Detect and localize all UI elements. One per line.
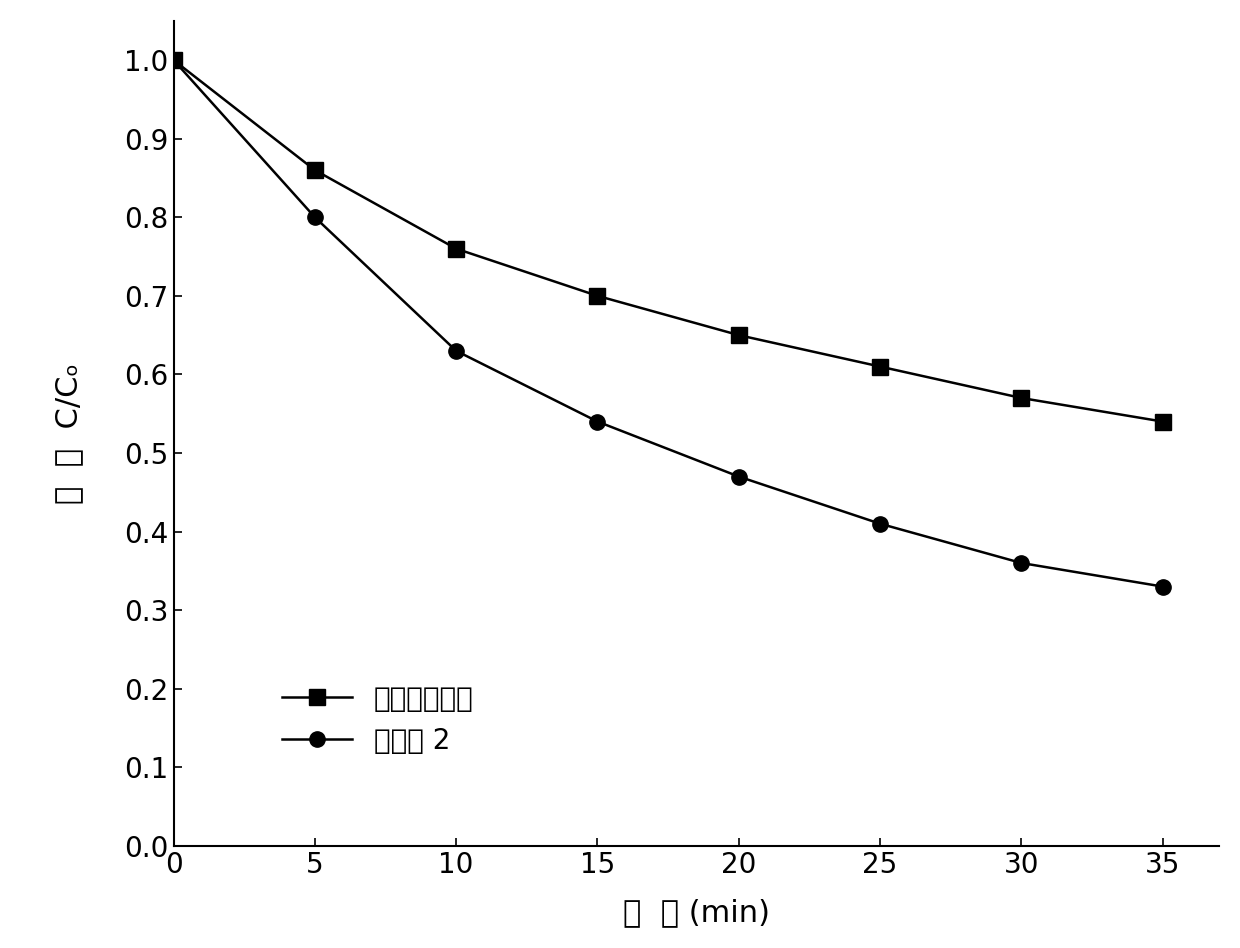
实施例 2 [1156, 581, 1171, 592]
实施例 2 [732, 471, 746, 483]
X-axis label: 时  间 (min): 时 间 (min) [622, 898, 770, 927]
单独臭氧氧化 [1156, 416, 1171, 428]
实施例 2 [166, 54, 181, 65]
Legend: 单独臭氧氧化, 实施例 2: 单独臭氧氧化, 实施例 2 [272, 674, 485, 766]
实施例 2 [590, 416, 605, 428]
单独臭氧氧化 [1014, 392, 1029, 404]
单独臭氧氧化 [166, 54, 181, 65]
单独臭氧氧化 [449, 243, 464, 254]
单独臭氧氧化 [732, 330, 746, 341]
单独臭氧氧化 [308, 164, 322, 175]
Line: 实施例 2: 实施例 2 [166, 52, 1171, 594]
单独臭氧氧化 [873, 361, 888, 373]
实施例 2 [308, 211, 322, 223]
Text: 苯  酚  C/Cₒ: 苯 酚 C/Cₒ [55, 363, 83, 503]
实施例 2 [1014, 557, 1029, 569]
实施例 2 [449, 345, 464, 356]
单独臭氧氧化 [590, 290, 605, 301]
Line: 单独臭氧氧化: 单独臭氧氧化 [166, 52, 1171, 429]
实施例 2 [873, 518, 888, 529]
